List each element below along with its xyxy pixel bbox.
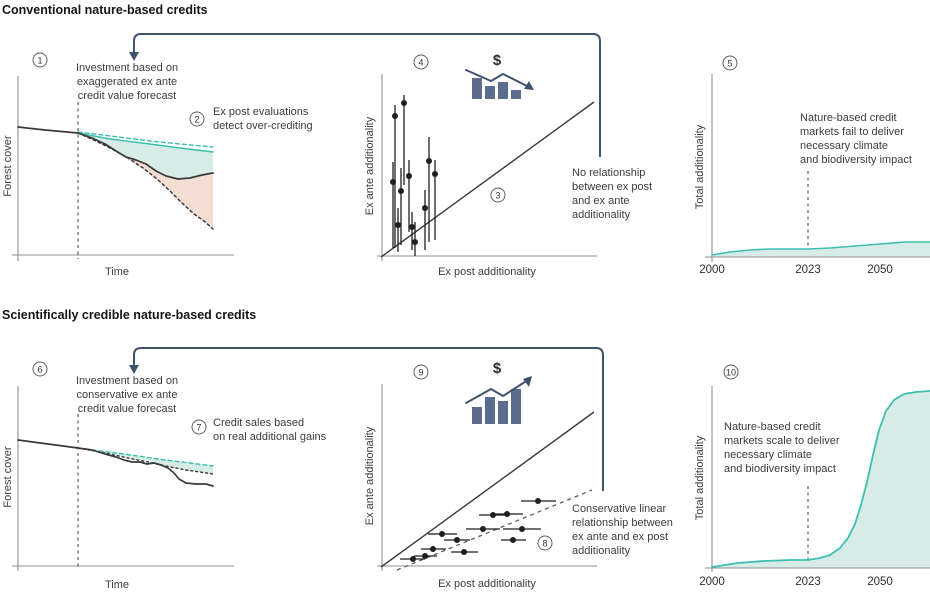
- p2-scatter: [412, 239, 418, 245]
- p2-identity-line: [380, 101, 595, 258]
- dollar-sign-declining: $: [492, 52, 502, 69]
- note-markets-scale: Nature-based credit markets scale to del…: [724, 421, 840, 475]
- flow-arrowhead-conventional: [129, 52, 139, 61]
- p6-y-axis-label: Total additionality: [694, 435, 706, 521]
- p4-y-axis-label: Forest cover: [2, 446, 14, 508]
- note-investment-conservative: Investment based on conservative ex ante…: [75, 375, 179, 415]
- p3-tick-2023: 2023: [795, 264, 821, 276]
- p1-x-axis-label: Time: [104, 266, 130, 278]
- icon-declining-arrowhead: [524, 81, 534, 90]
- p2-scatter: [392, 113, 398, 119]
- icon-rising-bars: [472, 407, 482, 424]
- p2-scatter: [398, 188, 404, 194]
- flow-arrowhead-credible: [129, 365, 139, 374]
- note-markets-fail: Nature-based credit markets fail to deli…: [800, 112, 912, 166]
- step-marker-10: 10: [723, 364, 739, 380]
- p5-x-axis-label: Ex post additionality: [438, 578, 536, 590]
- step-marker-6: 6: [32, 361, 48, 377]
- note-conservative-linear: Conservative linear relationship between…: [572, 503, 673, 557]
- p3-tick-2000: 2000: [699, 264, 725, 276]
- p2-scatter: [401, 100, 407, 106]
- p6-tick-2000: 2000: [699, 576, 725, 588]
- p5-scatter: [490, 512, 496, 518]
- p2-scatter: [395, 222, 401, 228]
- icon-rising-bars: [485, 397, 495, 424]
- p1-overcredit-fill: [78, 133, 213, 229]
- p4-actual-line: [77, 447, 214, 487]
- p5-scatter: [535, 498, 541, 504]
- p1-credited-fill: [78, 133, 213, 179]
- p1-teal-solid: [77, 132, 214, 153]
- step-marker-3: 3: [490, 187, 506, 203]
- icon-declining-bars: [472, 78, 482, 99]
- p6-additionality-curve: [712, 391, 930, 568]
- icon-rising-bars: [511, 389, 521, 424]
- p5-scatter: [510, 537, 516, 543]
- icon-rising-trend: [465, 379, 529, 404]
- flow-arrow-conventional: [133, 33, 601, 157]
- icon-rising-arrowhead: [523, 376, 532, 387]
- note-expost-evaluations: Ex post evaluations detect over-creditin…: [213, 106, 313, 132]
- p2-scatter: [426, 158, 432, 164]
- p5-scatter: [461, 549, 467, 555]
- p5-y-axis-label: Ex ante additionality: [364, 426, 376, 526]
- p5-scatter: [422, 553, 428, 559]
- p5-scatter: [519, 526, 525, 532]
- p4-x-axis-label: Time: [104, 579, 130, 591]
- p1-baseline: [17, 126, 79, 134]
- p5-scatter: [480, 526, 486, 532]
- p3-y-axis-label: Total additionality: [694, 124, 706, 210]
- p4-credited-fill: [78, 448, 213, 474]
- note-investment-exaggerated: Investment based on exaggerated ex ante …: [75, 62, 179, 102]
- icon-declining-bars: [485, 86, 495, 99]
- p2-scatter: [406, 173, 412, 179]
- p2-scatter: [390, 179, 396, 185]
- icon-declining-bars: [511, 90, 521, 99]
- p2-scatter: [422, 205, 428, 211]
- step-marker-1: 1: [32, 52, 48, 68]
- p3-tick-2050: 2050: [867, 264, 893, 276]
- p2-scatter: [409, 224, 415, 230]
- p2-y-axis-label: Ex ante additionality: [364, 116, 376, 216]
- p6-tick-2050: 2050: [867, 576, 893, 588]
- p2-scatter: [432, 171, 438, 177]
- p1-actual-line: [77, 132, 214, 180]
- dollar-sign-rising: $: [492, 360, 502, 377]
- step-marker-8: 8: [537, 535, 553, 551]
- step-marker-9: 9: [413, 364, 429, 380]
- p5-scatter: [410, 556, 416, 562]
- step-marker-4: 4: [413, 54, 429, 70]
- p5-scatter: [430, 546, 436, 552]
- p4-baseline: [17, 439, 79, 449]
- step-marker-7: 7: [191, 419, 207, 435]
- p5-scatter: [454, 537, 460, 543]
- note-no-relationship: No relationship between ex post and ex a…: [572, 167, 653, 221]
- p5-scatter: [504, 511, 510, 517]
- p2-x-axis-label: Ex post additionality: [438, 266, 536, 278]
- icon-rising-bars: [498, 401, 508, 424]
- note-credit-sales: Credit sales based on real additional ga…: [213, 417, 327, 443]
- section-title-conventional: Conventional nature-based credits: [2, 3, 208, 17]
- icon-declining-trend: [465, 69, 530, 88]
- icon-declining-bars: [498, 82, 508, 99]
- step-marker-2: 2: [189, 111, 205, 127]
- p3-additionality-curve-line: [711, 241, 930, 256]
- p3-additionality-curve: [712, 242, 930, 257]
- p5-conservative-dashline: [396, 489, 593, 571]
- flow-arrow-credible: [133, 347, 604, 491]
- p1-y-axis-label: Forest cover: [2, 135, 14, 197]
- p6-additionality-curve-line: [711, 390, 930, 568]
- p4-forecast-teal-dashed: [77, 447, 214, 467]
- p5-identity-line: [380, 411, 595, 568]
- p1-forecast-teal-dashed: [77, 131, 214, 148]
- p5-scatter: [439, 531, 445, 537]
- p6-tick-2023: 2023: [795, 576, 821, 588]
- step-marker-5: 5: [722, 55, 738, 71]
- section-title-credible: Scientifically credible nature-based cre…: [2, 308, 257, 322]
